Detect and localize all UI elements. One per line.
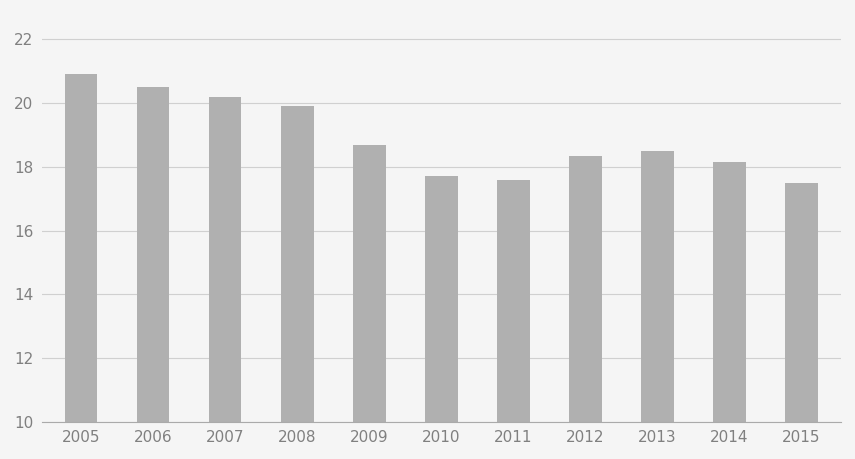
Bar [281, 106, 314, 459]
Bar [137, 87, 169, 459]
Bar [209, 97, 241, 459]
Bar [353, 145, 386, 459]
Bar [785, 183, 817, 459]
Bar [65, 74, 97, 459]
Bar [569, 156, 602, 459]
Bar [425, 176, 457, 459]
Bar [497, 179, 529, 459]
Bar [713, 162, 746, 459]
Bar [641, 151, 674, 459]
